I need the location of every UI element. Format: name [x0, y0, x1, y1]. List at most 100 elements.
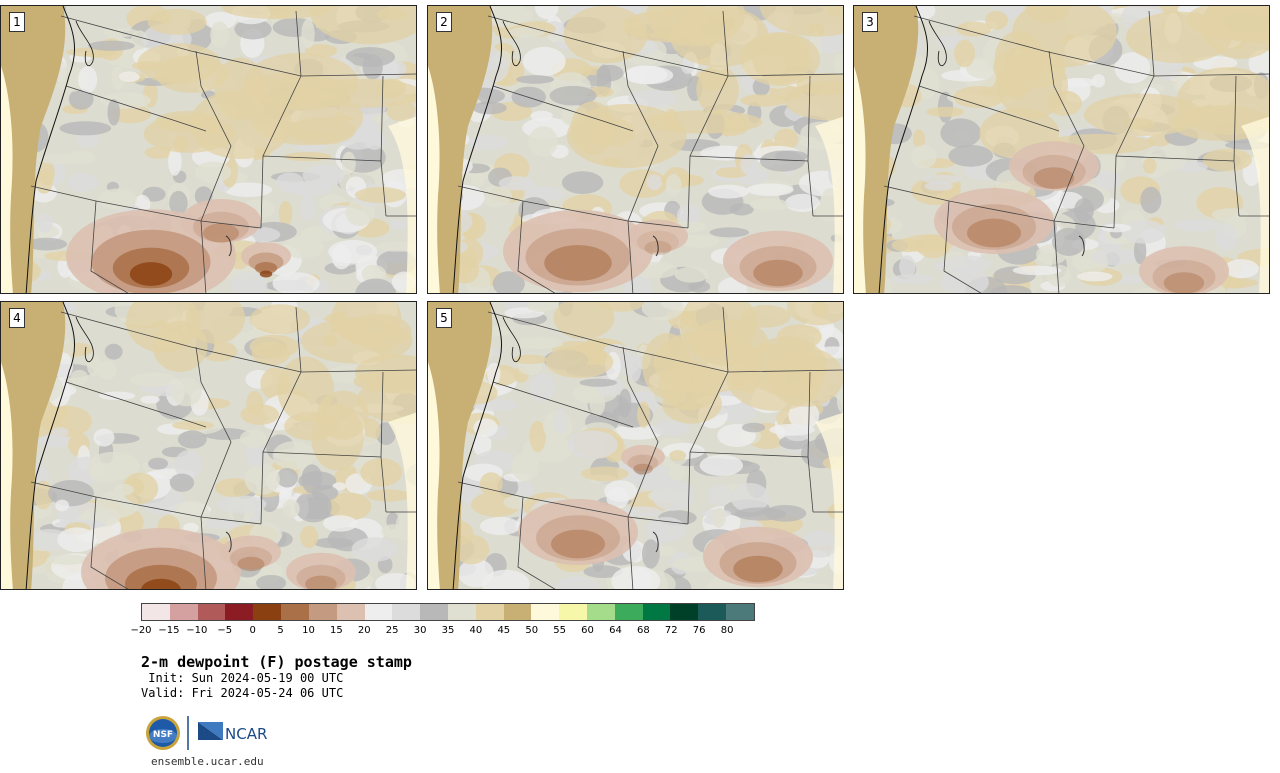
- field-patch: [507, 27, 546, 38]
- dry-region: [1152, 259, 1216, 293]
- field-patch: [480, 185, 513, 208]
- field-patch: [784, 81, 843, 121]
- state-border: [262, 371, 302, 453]
- colorbar-segment: [559, 604, 587, 620]
- coast-moist: [428, 66, 440, 293]
- field-patch: [1074, 198, 1095, 223]
- field-patch: [104, 343, 123, 360]
- colorbar-tick: −10: [186, 625, 208, 636]
- field-patch: [1202, 148, 1253, 172]
- field-patch: [529, 420, 547, 453]
- lake-outline: [1078, 235, 1085, 257]
- field-patch: [472, 101, 507, 115]
- panel-number: 4: [9, 308, 25, 328]
- state-border: [295, 10, 302, 77]
- dry-region: [1033, 167, 1075, 189]
- state-border: [1113, 155, 1240, 229]
- colorbar-tick: 64: [609, 625, 622, 636]
- field-patch: [645, 516, 686, 543]
- puget-sound: [75, 20, 94, 67]
- state-border: [457, 185, 689, 229]
- field-patch: [302, 164, 345, 187]
- field-patch: [26, 237, 68, 251]
- field-patch: [172, 420, 214, 431]
- field-patch: [1121, 219, 1167, 244]
- field-patch: [130, 372, 178, 387]
- dry-region: [1163, 272, 1205, 293]
- field-patch: [214, 478, 254, 498]
- dry-region: [193, 211, 249, 243]
- field-patch: [628, 353, 642, 382]
- field-patch: [170, 377, 202, 407]
- east-moist: [1241, 116, 1269, 293]
- coast-moist: [428, 362, 440, 589]
- coast-band: [428, 302, 493, 589]
- state-border: [200, 220, 207, 293]
- field-patch: [239, 429, 267, 448]
- field-patch: [513, 354, 548, 365]
- field-patch: [310, 6, 416, 45]
- puget-sound: [502, 20, 521, 67]
- field-patch: [381, 524, 404, 539]
- field-patch: [498, 176, 535, 191]
- dry-region: [237, 556, 265, 572]
- puget-sound: [928, 20, 947, 67]
- field-patch: [567, 430, 618, 460]
- field-patch: [492, 271, 525, 293]
- coast-moist: [1, 66, 13, 293]
- colorbar-tick: 50: [525, 625, 539, 636]
- field-patch: [313, 537, 354, 549]
- field-patch: [759, 6, 843, 37]
- state-border: [622, 346, 659, 518]
- field-patch: [479, 472, 503, 496]
- field-patch: [177, 430, 207, 449]
- field-patch: [107, 99, 120, 126]
- east-moist: [815, 116, 843, 293]
- state-border: [918, 85, 1060, 132]
- state-border: [622, 50, 659, 222]
- field-patch: [953, 86, 1005, 109]
- colorbar-segment: [225, 604, 254, 620]
- valid-time: Valid: Fri 2024-05-24 06 UTC: [141, 686, 344, 700]
- field-patch: [169, 190, 188, 216]
- field-patch: [535, 6, 559, 20]
- dewpoint-field: [1, 302, 416, 589]
- field-patch: [1114, 52, 1151, 84]
- field-patch: [240, 404, 280, 425]
- colorbar-segment: [169, 604, 198, 620]
- field-patch: [646, 6, 746, 47]
- field-patch: [1092, 74, 1106, 88]
- field-patch: [956, 21, 992, 37]
- field-patch: [624, 65, 668, 84]
- field-patch: [581, 466, 629, 482]
- field-patch: [1061, 77, 1097, 88]
- state-border: [65, 381, 207, 428]
- field-patch: [87, 40, 135, 51]
- dry-region: [203, 223, 239, 243]
- field-patch: [276, 172, 304, 192]
- field-patch: [472, 431, 492, 457]
- field-patch: [891, 238, 926, 253]
- field-patch: [752, 32, 812, 84]
- colorbar-tick: 15: [329, 625, 343, 636]
- field-patch: [833, 53, 843, 75]
- state-border: [492, 381, 634, 428]
- field-patch: [699, 454, 744, 476]
- state-border: [262, 75, 302, 157]
- east-moist: [388, 116, 416, 293]
- dry-region: [733, 555, 783, 583]
- field-patch: [579, 378, 618, 387]
- field-patch: [676, 203, 701, 228]
- field-patch: [515, 337, 564, 350]
- field-patch: [186, 302, 245, 344]
- ncar-logo-icon: NCAR: [198, 722, 267, 743]
- colorbar-ticks: −20 −15 −10 −5 0 5 10 15 20 25 30 35 40 45 50 55 60 64 68 7…: [130, 625, 755, 639]
- colorbar-segment: [475, 604, 504, 620]
- field-patch: [40, 405, 92, 437]
- field-patch: [1134, 237, 1147, 265]
- field-patch: [113, 483, 134, 496]
- field-patch: [545, 345, 614, 379]
- dry-region: [305, 575, 337, 589]
- field-patch: [375, 422, 397, 445]
- field-patch: [390, 218, 407, 230]
